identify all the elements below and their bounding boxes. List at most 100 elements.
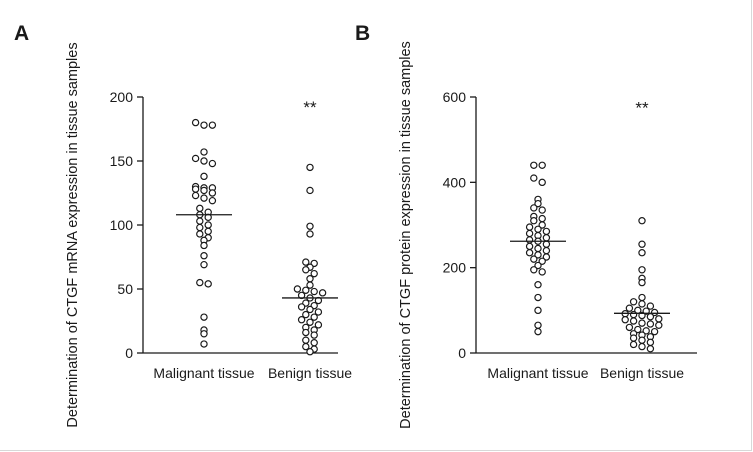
chart1-data-point [208, 189, 217, 197]
chart1-data-point [200, 340, 208, 348]
chart1-data-point [302, 342, 310, 351]
chart1-data-point [200, 172, 208, 181]
chart2-data-point [629, 310, 638, 319]
chart2-data-point [538, 206, 546, 214]
chart2-data-point [542, 253, 551, 261]
chart1-data-point [208, 196, 217, 205]
chart2-data-point [638, 217, 646, 225]
chart1-y-tick-label: 100 [110, 217, 134, 233]
chart1-data-point [306, 186, 314, 195]
chart2-data-point [646, 302, 655, 310]
chart1-data-point [200, 241, 208, 250]
chart1-data-point [302, 336, 310, 344]
chart2-data-point [634, 325, 642, 334]
chart2-data-point [534, 251, 542, 259]
chart2-data-point [625, 304, 634, 312]
chart2-data-point [638, 278, 646, 287]
chart1-y-tick-label: 50 [117, 281, 133, 297]
chart1-data-point [310, 331, 318, 339]
chart2-data-point [638, 249, 646, 257]
chart1-y-axis-title: Determination of CTGF mRNA expression in… [65, 42, 81, 427]
chart2-y-tick-label: 0 [458, 345, 466, 361]
chart1-data-point [314, 321, 323, 329]
chart1-data-point [302, 286, 310, 294]
chart1-data-point [306, 230, 314, 238]
chart2-data-point [629, 298, 638, 306]
chart2-data-point [646, 338, 655, 347]
chart1-data-point [310, 269, 318, 278]
chart2-data-point [530, 161, 538, 169]
chart1-data-point [302, 328, 310, 337]
chart1-data-point [196, 217, 204, 225]
chart2-data-point [530, 217, 538, 225]
panel-label-b: B [355, 22, 371, 45]
chart2-data-point [534, 306, 542, 315]
chart2-data-point [646, 345, 655, 353]
chart1-data-point [196, 204, 204, 213]
chart2-data-point [538, 178, 546, 187]
chart2-data-point [646, 313, 655, 321]
chart2-data-point [525, 249, 534, 257]
chart2-data-point [650, 327, 659, 336]
chart1-data-point [196, 223, 204, 232]
chart1-data-point [196, 230, 204, 238]
chart2-data-point [534, 321, 542, 329]
chart1-data-point [293, 285, 302, 293]
chart1-data-point [200, 252, 208, 260]
chart1-data-point [200, 186, 208, 195]
chart2-data-point [638, 300, 646, 308]
chart1-data-point [318, 289, 327, 297]
chart2-data-point [525, 236, 534, 244]
chart2-data-point [538, 257, 546, 265]
chart1-data-point [306, 222, 314, 230]
chart2-data-point [538, 161, 546, 169]
chart1-data-point [204, 227, 212, 236]
chart2-data-point [534, 261, 542, 270]
chart2-data-point [542, 227, 551, 236]
chart1-data-point [204, 280, 212, 288]
chart1-data-point [200, 330, 208, 338]
chart2-y-axis-title: Determination of CTGF protein expression… [398, 41, 414, 429]
chart1-data-point [200, 157, 208, 165]
chart2-category-label: Malignant tissue [487, 365, 588, 381]
chart2-data-point [542, 234, 551, 242]
chart2-data-point [642, 327, 650, 335]
chart1-data-point [297, 303, 306, 311]
chart2-y-tick-label: 600 [443, 89, 467, 105]
chart2-data-point [534, 293, 542, 302]
panel-label-a: A [14, 22, 30, 45]
chart1-data-point [196, 278, 204, 287]
chart1-data-point [208, 121, 217, 129]
chart2-data-point [650, 308, 659, 317]
chart1-data-point [200, 313, 208, 321]
chart2-data-point [629, 340, 638, 349]
chart2-data-point [638, 293, 646, 302]
chart2-data-point [638, 336, 646, 344]
chart2-y-tick-label: 200 [443, 260, 467, 276]
chart2-data-point [638, 319, 646, 327]
chart2-data-point [525, 242, 534, 251]
chart1-category-label: Benign tissue [268, 365, 352, 381]
chart1-data-point [200, 194, 208, 202]
chart2-data-point [542, 240, 551, 248]
chart1-data-point [200, 121, 208, 129]
chart2-data-point [530, 255, 538, 263]
chart1-y-tick-label: 150 [110, 153, 134, 169]
chart1-category-label: Malignant tissue [153, 365, 254, 381]
chart2-data-point [629, 334, 638, 342]
chart2-category-label: Benign tissue [600, 365, 684, 381]
chart1-data-point [314, 308, 323, 316]
chart2-data-point [538, 214, 546, 223]
chart1-data-point [191, 154, 200, 163]
chart2-significance-marker: ** [635, 98, 649, 117]
chart1-data-point [302, 266, 310, 274]
chart2-data-point [534, 199, 542, 208]
chart1-y-tick-label: 200 [110, 89, 134, 105]
chart2-data-point [530, 174, 538, 182]
chart1-y-tick-label: 0 [125, 345, 133, 361]
chart1-data-point [306, 318, 314, 326]
chart2-data-point [534, 244, 542, 253]
chart2-data-point [638, 266, 646, 274]
chart1-data-point [310, 287, 318, 296]
